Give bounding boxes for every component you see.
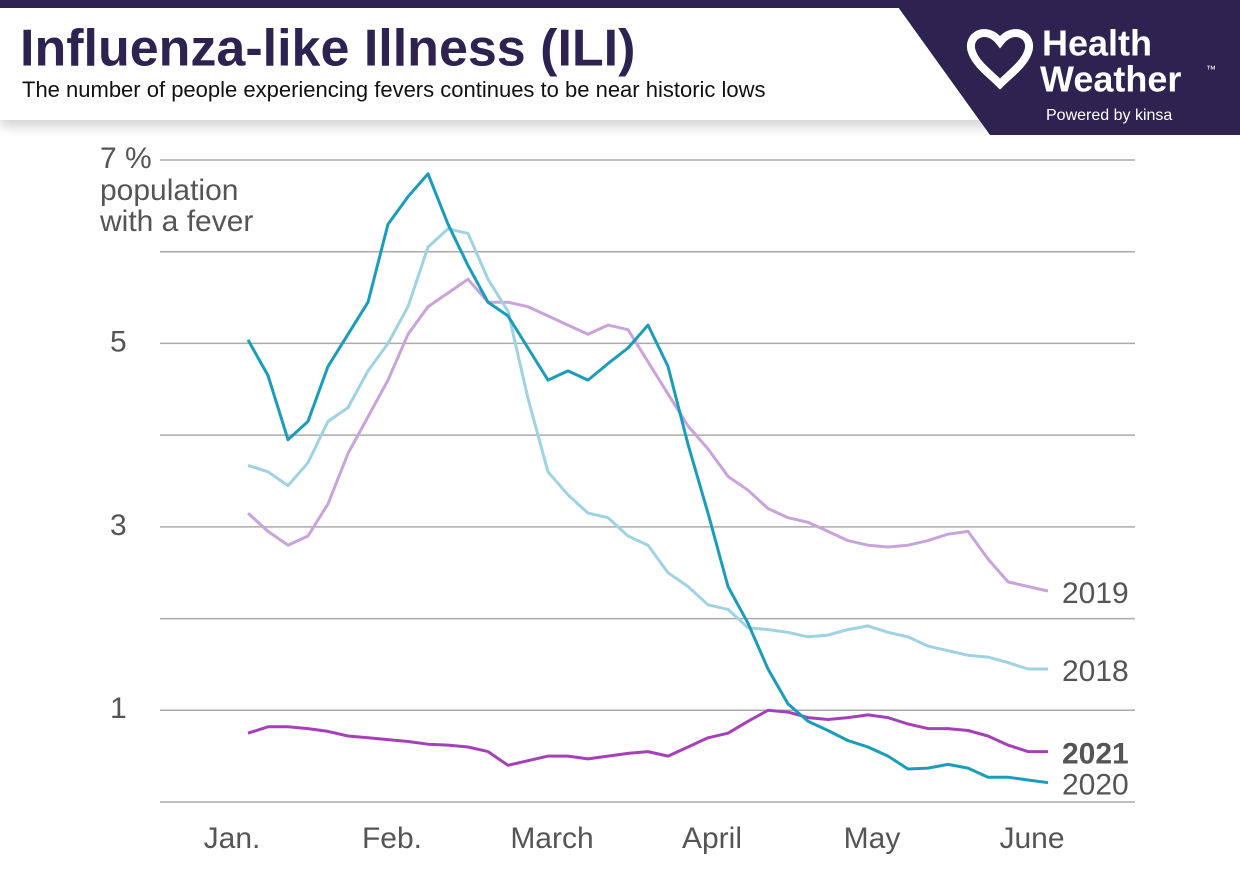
top-strip: [0, 0, 1240, 8]
x-tick-label: April: [682, 822, 742, 855]
brand-heart: [966, 29, 1034, 90]
x-tick-label: May: [844, 822, 901, 855]
x-tick-label: June: [999, 822, 1064, 855]
y-axis-label: population: [100, 174, 238, 207]
y-tick-label: 1: [110, 692, 127, 725]
series-line: [246, 277, 1049, 593]
series-line: [246, 172, 1049, 785]
y-axis-label: with a fever: [99, 205, 253, 238]
brand-mark: ™: [1206, 65, 1216, 76]
series-label: 2019: [1062, 577, 1129, 610]
chart-subtitle: The number of people experiencing fevers…: [22, 77, 766, 102]
y-tick-label: 7 %: [100, 142, 152, 175]
brand-name: Weather: [1040, 59, 1181, 100]
series-line: [247, 708, 1048, 767]
x-tick-label: Jan.: [204, 822, 261, 855]
series-label: 2020: [1062, 769, 1129, 802]
series-line: [247, 227, 1048, 671]
brand-tagline: Powered by kinsa: [1046, 107, 1172, 124]
y-tick-label: 3: [110, 509, 127, 542]
x-tick-label: March: [510, 822, 593, 855]
header-box: [0, 8, 1000, 120]
series-label: 2018: [1062, 655, 1129, 688]
y-tick-label: 5: [110, 325, 127, 358]
x-tick-label: Feb.: [362, 822, 422, 855]
chart-title: Influenza-like Illness (ILI): [20, 20, 635, 78]
brand-name: Health: [1042, 23, 1152, 64]
series-label: 2021: [1062, 737, 1129, 770]
